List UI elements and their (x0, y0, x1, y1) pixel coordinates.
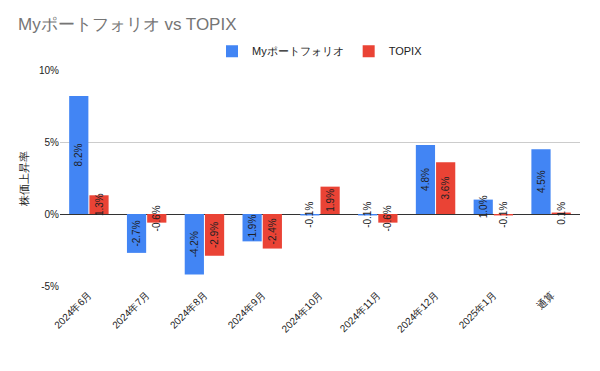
svg-text:通算: 通算 (534, 289, 556, 311)
svg-text:0.1%: 0.1% (556, 202, 567, 225)
svg-text:-5%: -5% (41, 281, 59, 292)
svg-text:5%: 5% (45, 137, 60, 148)
svg-text:1.3%: 1.3% (94, 193, 105, 216)
svg-text:-4.2%: -4.2% (189, 231, 200, 257)
svg-text:-2.4%: -2.4% (267, 218, 278, 244)
svg-text:-0.1%: -0.1% (362, 202, 373, 228)
svg-text:1.9%: 1.9% (325, 189, 336, 212)
svg-text:-0.6%: -0.6% (151, 205, 162, 231)
svg-text:-0.6%: -0.6% (382, 205, 393, 231)
svg-text:2024年6月: 2024年6月 (52, 289, 94, 331)
svg-text:2025年1月: 2025年1月 (457, 289, 499, 331)
svg-text:2024年8月: 2024年8月 (168, 289, 210, 331)
svg-text:2024年10月: 2024年10月 (279, 289, 325, 335)
svg-text:-0.1%: -0.1% (304, 202, 315, 228)
svg-text:3.6%: 3.6% (440, 177, 451, 200)
svg-text:-1.9%: -1.9% (247, 215, 258, 241)
svg-text:10%: 10% (39, 65, 59, 76)
svg-text:Myポートフォリオ: Myポートフォリオ (252, 45, 344, 57)
svg-text:0%: 0% (45, 209, 60, 220)
svg-text:1.0%: 1.0% (478, 195, 489, 218)
svg-text:8.2%: 8.2% (73, 144, 84, 167)
svg-text:4.8%: 4.8% (420, 168, 431, 191)
svg-text:Myポートフォリオ vs TOPIX: Myポートフォリオ vs TOPIX (18, 15, 237, 34)
svg-text:-0.1%: -0.1% (498, 202, 509, 228)
svg-text:2024年9月: 2024年9月 (226, 289, 268, 331)
svg-text:-2.7%: -2.7% (131, 220, 142, 246)
svg-text:-2.9%: -2.9% (209, 222, 220, 248)
svg-text:2024年12月: 2024年12月 (395, 289, 441, 335)
svg-text:TOPIX: TOPIX (389, 45, 422, 57)
svg-text:2024年7月: 2024年7月 (110, 289, 152, 331)
svg-text:株価上昇率: 株価上昇率 (18, 151, 30, 207)
svg-text:4.5%: 4.5% (536, 170, 547, 193)
svg-text:2024年11月: 2024年11月 (338, 289, 383, 334)
